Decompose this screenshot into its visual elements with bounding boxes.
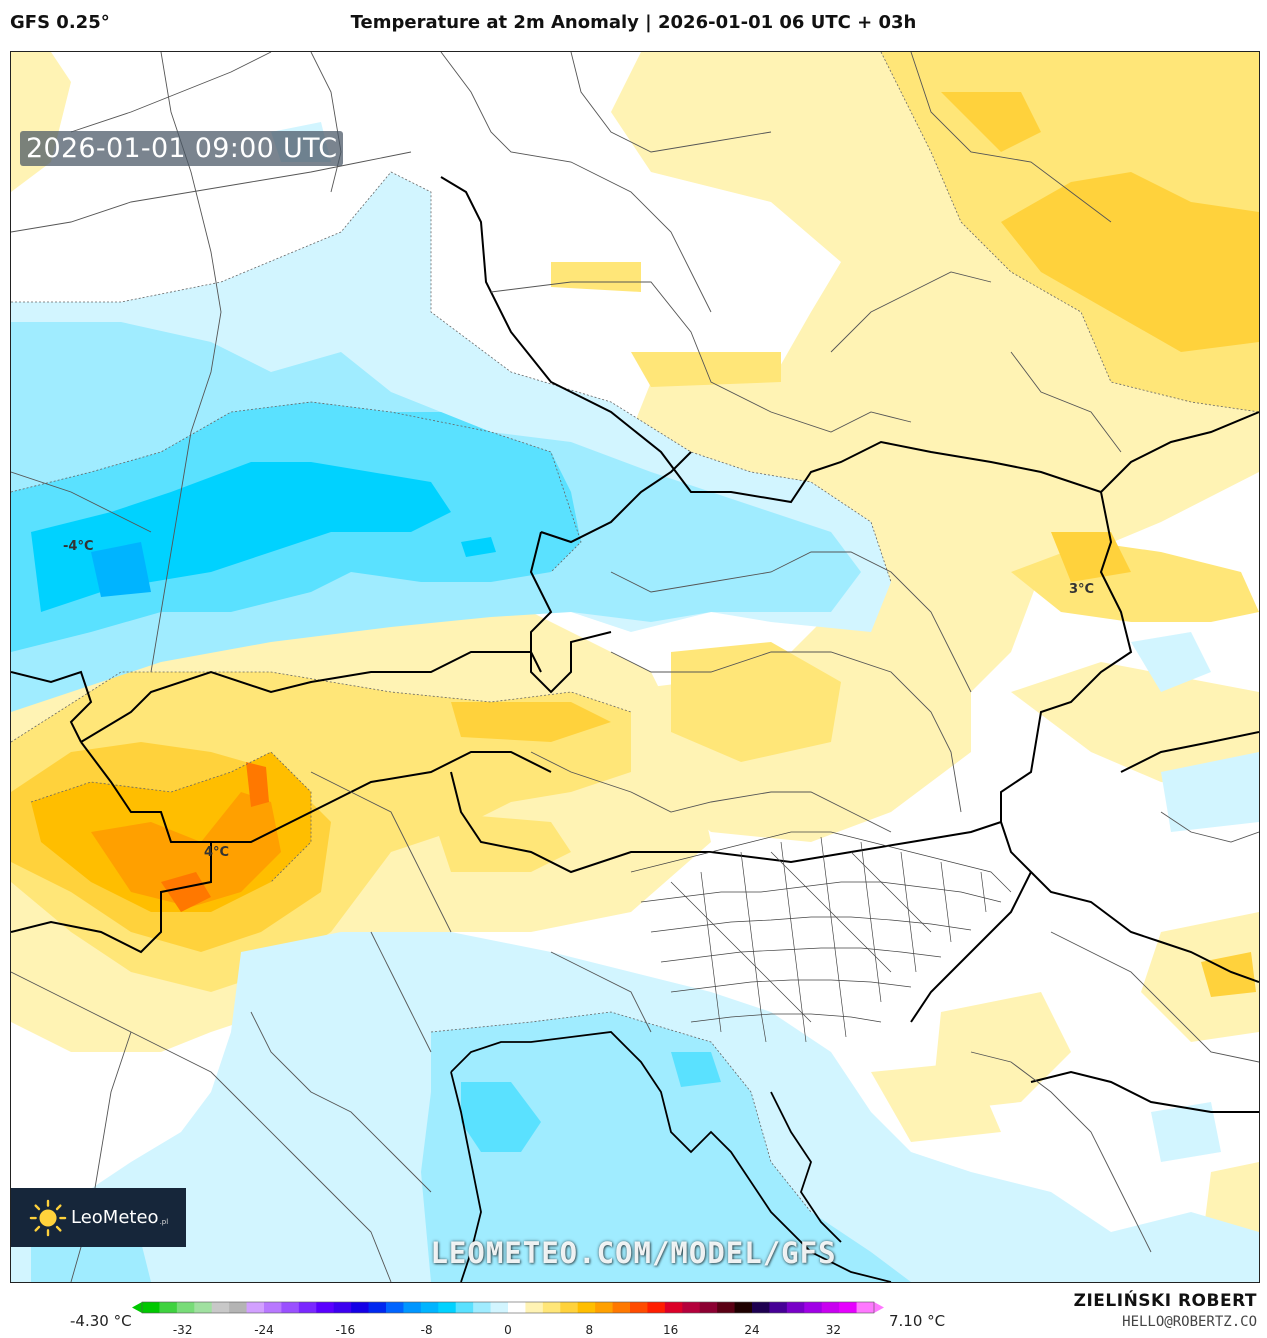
colorbar-cell: [246, 1302, 265, 1313]
colorbar-cell: [229, 1302, 247, 1313]
colorbar-tick-label: -24: [254, 1323, 274, 1337]
colorbar-cell: [786, 1302, 805, 1313]
colorbar-cell: [368, 1302, 387, 1313]
colorbar-cell: [769, 1302, 788, 1313]
colorbar-min-label: -4.30 °C: [70, 1312, 132, 1330]
logo-suffix: .pl: [159, 1217, 169, 1226]
contour-lines: [11, 52, 1259, 1213]
colorbar-cell: [455, 1302, 474, 1313]
colorbar-tick-label: 16: [663, 1323, 679, 1337]
municipal-borders: [630, 831, 1012, 1043]
colorbar-tick-label: -8: [420, 1323, 433, 1337]
chart-title: Temperature at 2m Anomaly | 2026-01-01 0…: [350, 12, 917, 33]
colorbar-cell: [508, 1302, 526, 1313]
colorbar-cell: [647, 1302, 666, 1313]
colorbar-tick-label: 0: [504, 1323, 512, 1337]
valid-time-label: 2026-01-01 09:00 UTC: [20, 131, 344, 166]
source-watermark: LEOMETEO.COM/MODEL/GFS: [430, 1236, 837, 1270]
contour-label-3: 3°C: [1069, 582, 1095, 597]
colorbar-cell: [386, 1302, 404, 1313]
colorbar-tick-label: 32: [825, 1323, 841, 1337]
colorbar-tick-label: -32: [172, 1323, 193, 1337]
colorbar-cell: [577, 1302, 596, 1313]
colorbar-cell: [194, 1302, 213, 1313]
colorbar-cell: [856, 1302, 875, 1313]
colorbar-cell: [490, 1302, 509, 1313]
author-email[interactable]: HELLO@ROBERTZ.CO: [1122, 1314, 1257, 1330]
colorbar-cell: [211, 1302, 230, 1313]
colorbar-extend-min: [132, 1302, 142, 1313]
contour-label-minus4: -4°C: [63, 539, 94, 554]
country-borders: [11, 176, 1259, 1113]
colorbar-cell: [525, 1302, 544, 1313]
colorbar-cell: [734, 1302, 753, 1313]
colorbar-extend-max: [874, 1302, 884, 1313]
anomaly-fill-red-orange: [161, 762, 269, 912]
colorbar-cell: [717, 1302, 735, 1313]
colorbar-cell: [542, 1302, 561, 1313]
colorbar-cell: [664, 1302, 683, 1313]
colorbar-cell: [682, 1302, 701, 1313]
colorbar-cell: [804, 1302, 823, 1313]
colorbar-tick-label: -16: [335, 1323, 356, 1337]
colorbar-cell: [595, 1302, 613, 1313]
colorbar-cell: [699, 1302, 718, 1313]
sun-icon: [29, 1199, 67, 1236]
coastline: [450, 1031, 892, 1282]
colorbar-cell: [630, 1302, 648, 1313]
colorbar-cell: [142, 1302, 160, 1313]
regional-borders: [11, 52, 1259, 1282]
colorbar: [132, 1301, 884, 1314]
colorbar-cell: [403, 1302, 422, 1313]
colorbar-cell: [752, 1302, 770, 1313]
model-label: GFS 0.25°: [10, 12, 110, 33]
colorbar-max-label: 7.10 °C: [889, 1312, 946, 1330]
anomaly-fill-deep-cyan: [91, 542, 151, 597]
colorbar-cell: [333, 1302, 352, 1313]
colorbar-cell: [298, 1302, 317, 1313]
colorbar-cell: [351, 1302, 369, 1313]
contour-label-4: 4°C: [204, 845, 230, 860]
colorbar-cell: [839, 1302, 857, 1313]
logo-name: LeoMeteo: [71, 1207, 159, 1228]
colorbar-tick-label: 8: [585, 1323, 594, 1337]
colorbar-cell: [176, 1302, 195, 1313]
anomaly-fill-dark-orange: [91, 792, 281, 907]
colorbar-cell: [264, 1302, 282, 1313]
colorbar-cell: [560, 1302, 579, 1313]
map-panel[interactable]: 2026-01-01 09:00 UTC -4°C 3°C 4°C: [10, 51, 1260, 1283]
colorbar-cell: [821, 1302, 840, 1313]
colorbar-cell: [420, 1302, 439, 1313]
colorbar-cell: [281, 1302, 300, 1313]
colorbar-cell: [438, 1302, 457, 1313]
author-name: ZIELIŃSKI ROBERT: [1073, 1291, 1257, 1311]
colorbar-tick-label: 24: [744, 1323, 760, 1337]
colorbar-cell: [316, 1302, 335, 1313]
colorbar-cell: [612, 1302, 631, 1313]
anomaly-map: [11, 52, 1259, 1282]
colorbar-cell: [473, 1302, 491, 1313]
leometeo-logo[interactable]: LeoMeteo .pl: [11, 1188, 186, 1247]
colorbar-cell: [159, 1302, 178, 1313]
